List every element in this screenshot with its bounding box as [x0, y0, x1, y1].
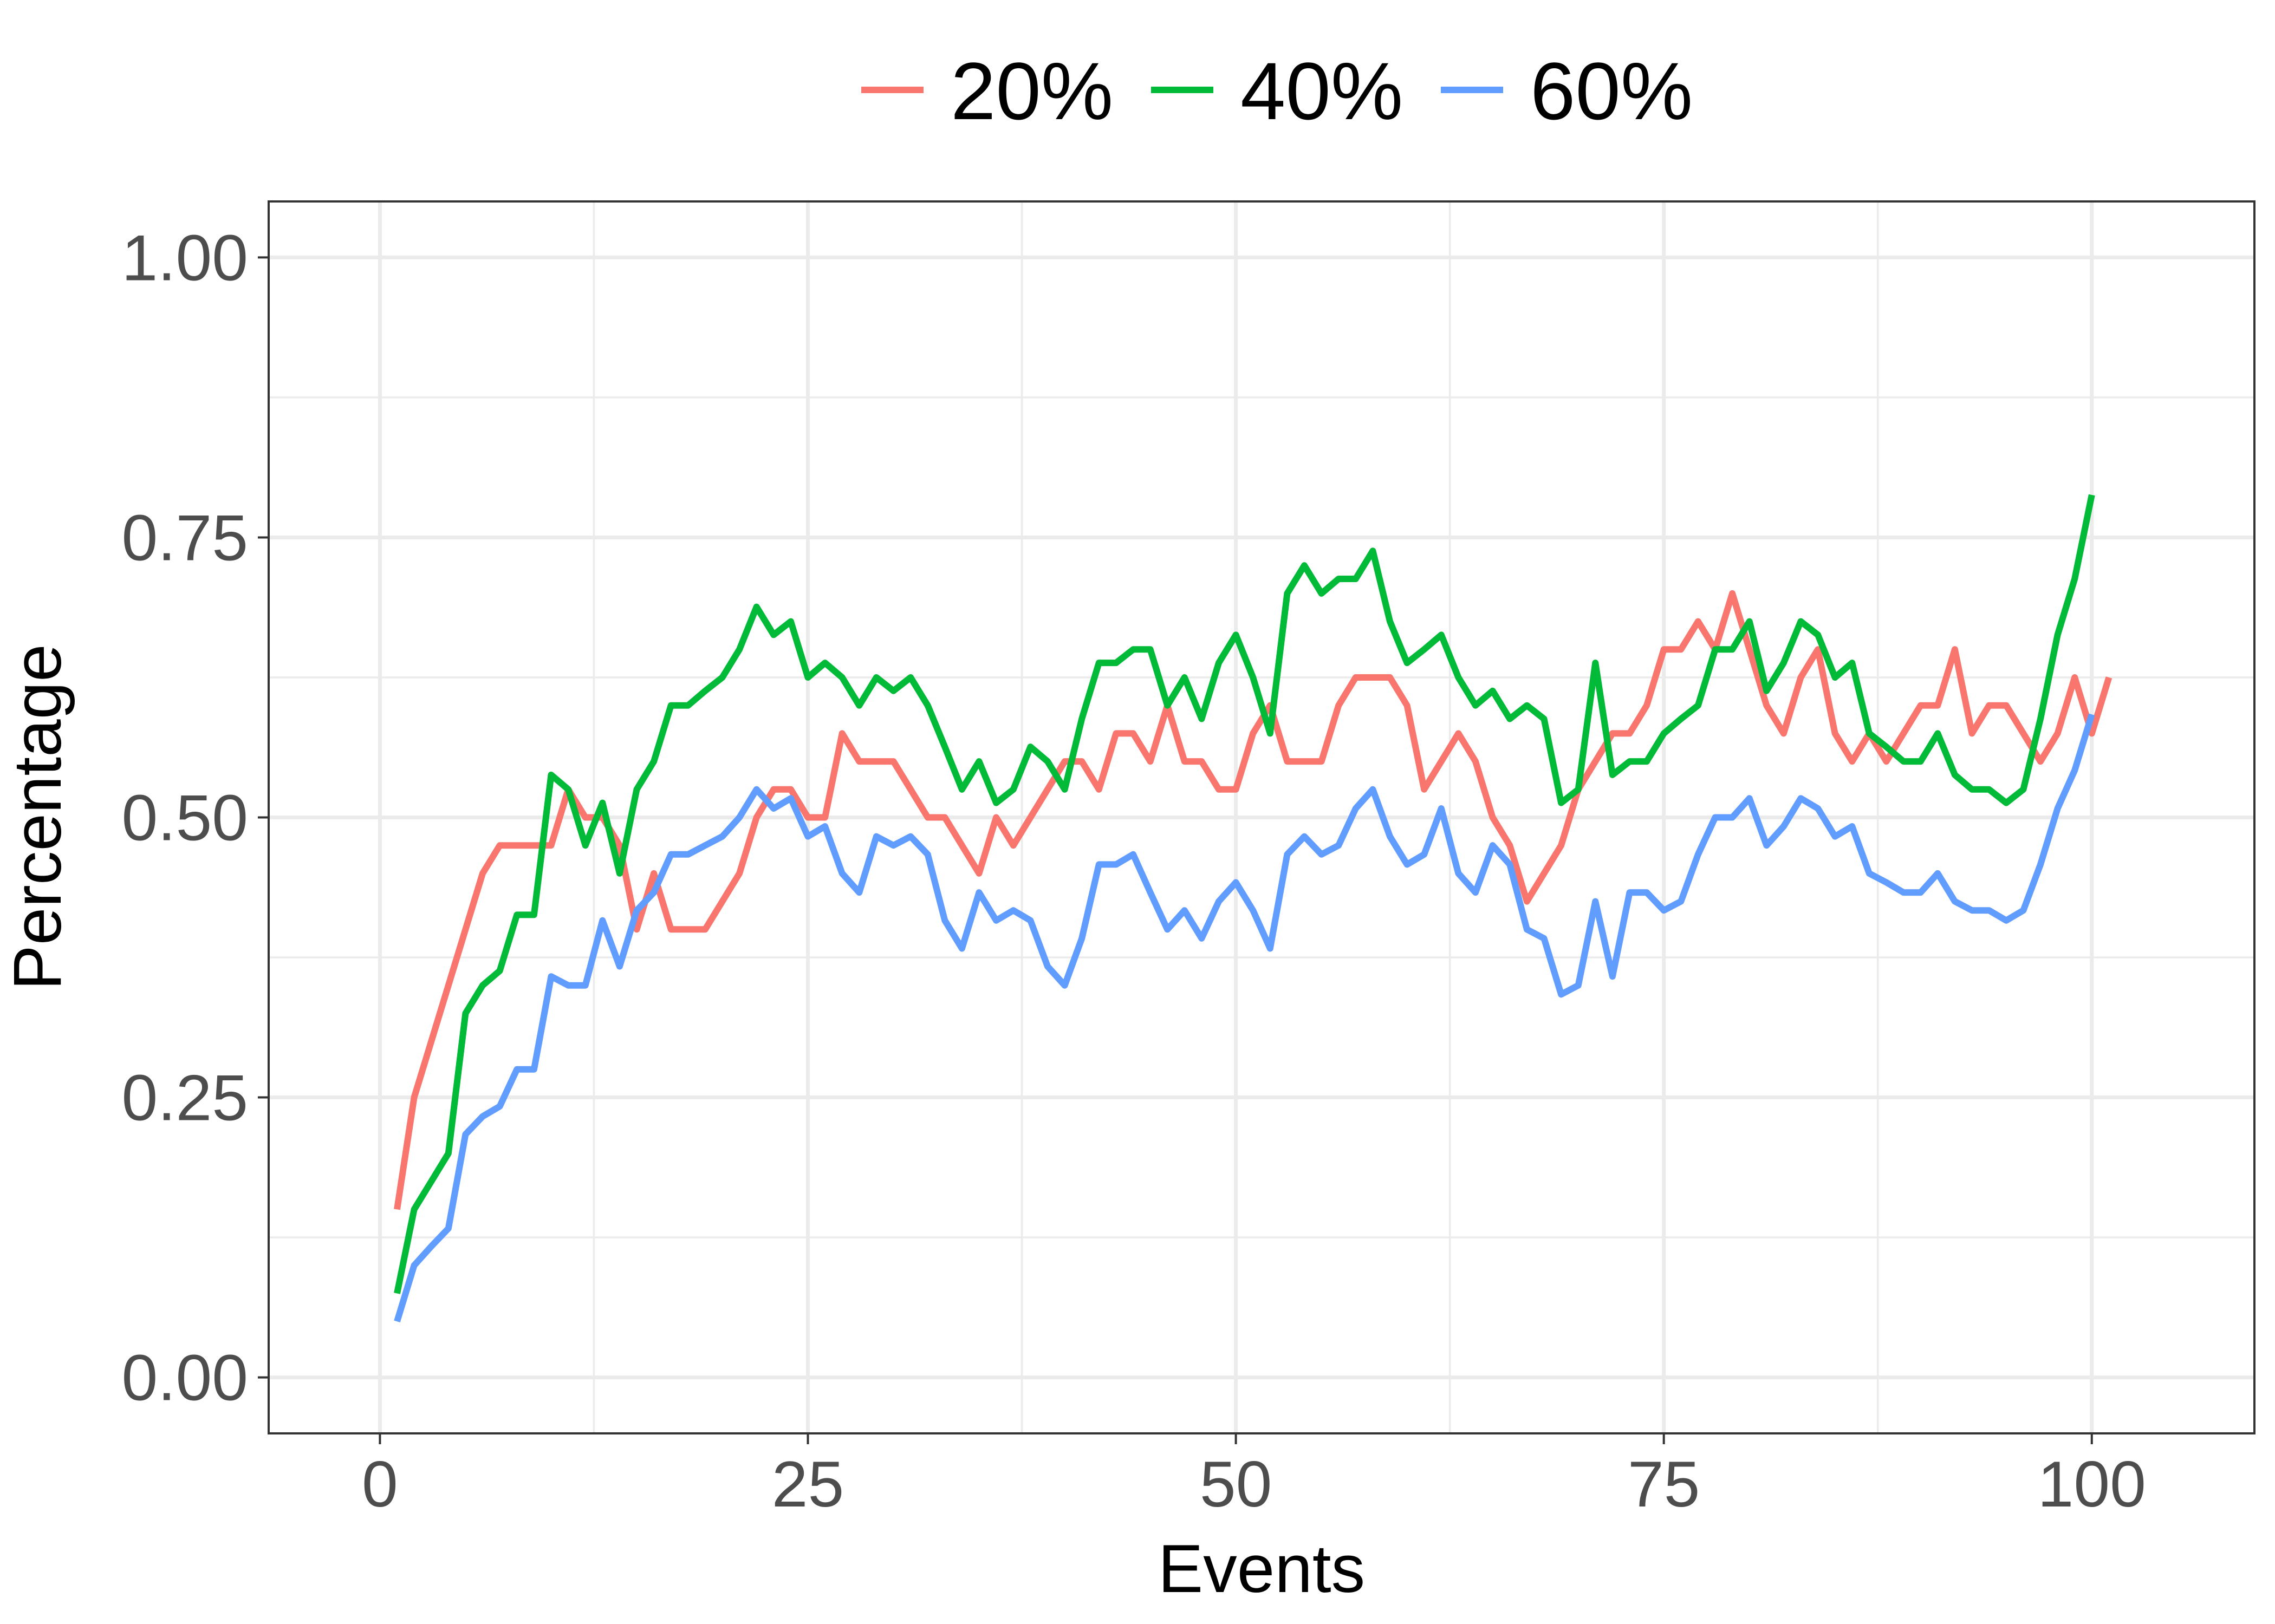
- x-tick-label: 100: [2038, 1448, 2146, 1521]
- legend-label: 40%: [1240, 45, 1403, 136]
- series-line-0: [394, 590, 2112, 1210]
- legend-item: 40%: [1151, 45, 1403, 136]
- x-tick-label: 50: [1200, 1448, 1272, 1521]
- legend-item: 60%: [1441, 45, 1693, 136]
- y-axis-title: Percentage: [0, 644, 75, 990]
- legend-item: 20%: [861, 45, 1113, 136]
- series-lines: [394, 494, 2112, 1322]
- legend: 20% 40% 60%: [861, 45, 1693, 136]
- x-tick-label: 0: [362, 1448, 398, 1521]
- x-tick-label: 25: [772, 1448, 844, 1521]
- y-axis: 0.00 0.25 0.50 0.75 1.00: [121, 221, 269, 1414]
- y-tick-label: 0.25: [121, 1062, 248, 1134]
- legend-label: 60%: [1530, 45, 1693, 136]
- legend-label: 20%: [951, 45, 1113, 136]
- y-tick-label: 0.00: [121, 1342, 248, 1414]
- y-tick-label: 0.50: [121, 782, 248, 855]
- y-tick-label: 0.75: [121, 501, 248, 574]
- series-line-2: [394, 713, 2095, 1322]
- x-axis: 0 25 50 75 100: [362, 1433, 2146, 1521]
- x-axis-title: Events: [1158, 1531, 1365, 1607]
- series-line-1: [394, 494, 2095, 1294]
- y-tick-label: 1.00: [121, 221, 248, 294]
- x-tick-label: 75: [1628, 1448, 1700, 1521]
